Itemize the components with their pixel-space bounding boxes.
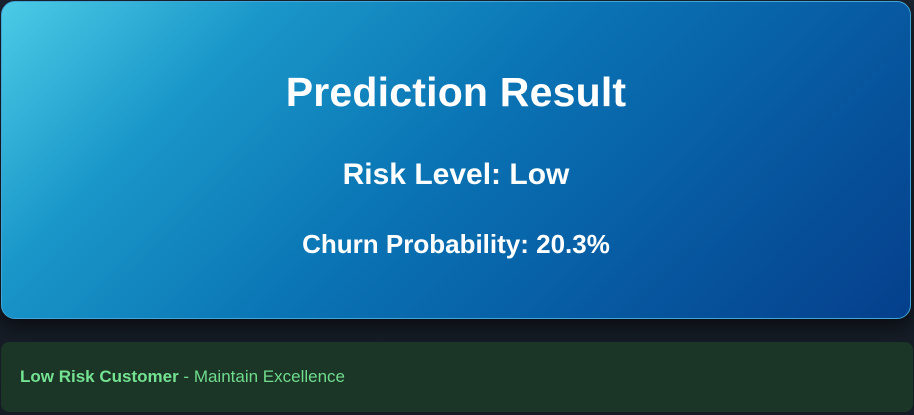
churn-probability-text: Churn Probability: 20.3% bbox=[302, 229, 610, 259]
risk-advice-separator: - bbox=[178, 367, 194, 386]
risk-level-text: Risk Level: Low bbox=[342, 158, 570, 191]
prediction-result-title: Prediction Result bbox=[285, 69, 627, 115]
prediction-result-card: Prediction Result Risk Level: Low Churn … bbox=[1, 1, 911, 319]
risk-advice-message: Maintain Excellence bbox=[193, 367, 346, 386]
risk-advice-banner: Low Risk Customer - Maintain Excellence bbox=[1, 342, 913, 412]
risk-advice-text: Low Risk Customer - Maintain Excellence bbox=[20, 366, 345, 388]
risk-advice-label: Low Risk Customer bbox=[20, 367, 179, 386]
